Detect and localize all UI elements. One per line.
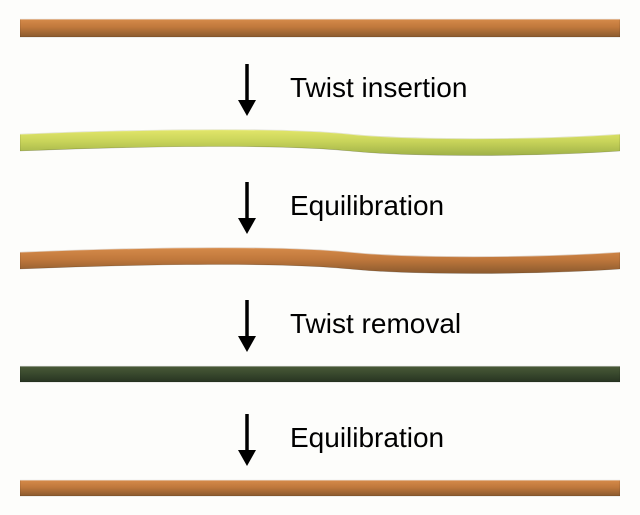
fiber-after-twist-removal xyxy=(20,362,620,386)
process-step: Twist insertion xyxy=(0,58,640,120)
fiber-after-second-equilibration xyxy=(20,476,620,500)
step-label: Equilibration xyxy=(290,190,444,222)
process-step: Equilibration xyxy=(0,408,640,470)
process-step: Equilibration xyxy=(0,176,640,238)
down-arrow-icon xyxy=(236,180,258,236)
down-arrow-icon xyxy=(236,62,258,118)
fiber-after-twist-insertion xyxy=(20,120,620,165)
process-step: Twist removal xyxy=(0,294,640,356)
fiber-initial xyxy=(20,15,620,41)
fiber-after-first-equilibration xyxy=(20,238,620,283)
step-label: Twist insertion xyxy=(290,72,467,104)
step-label: Equilibration xyxy=(290,422,444,454)
step-label: Twist removal xyxy=(290,308,461,340)
down-arrow-icon xyxy=(236,412,258,468)
down-arrow-icon xyxy=(236,298,258,354)
